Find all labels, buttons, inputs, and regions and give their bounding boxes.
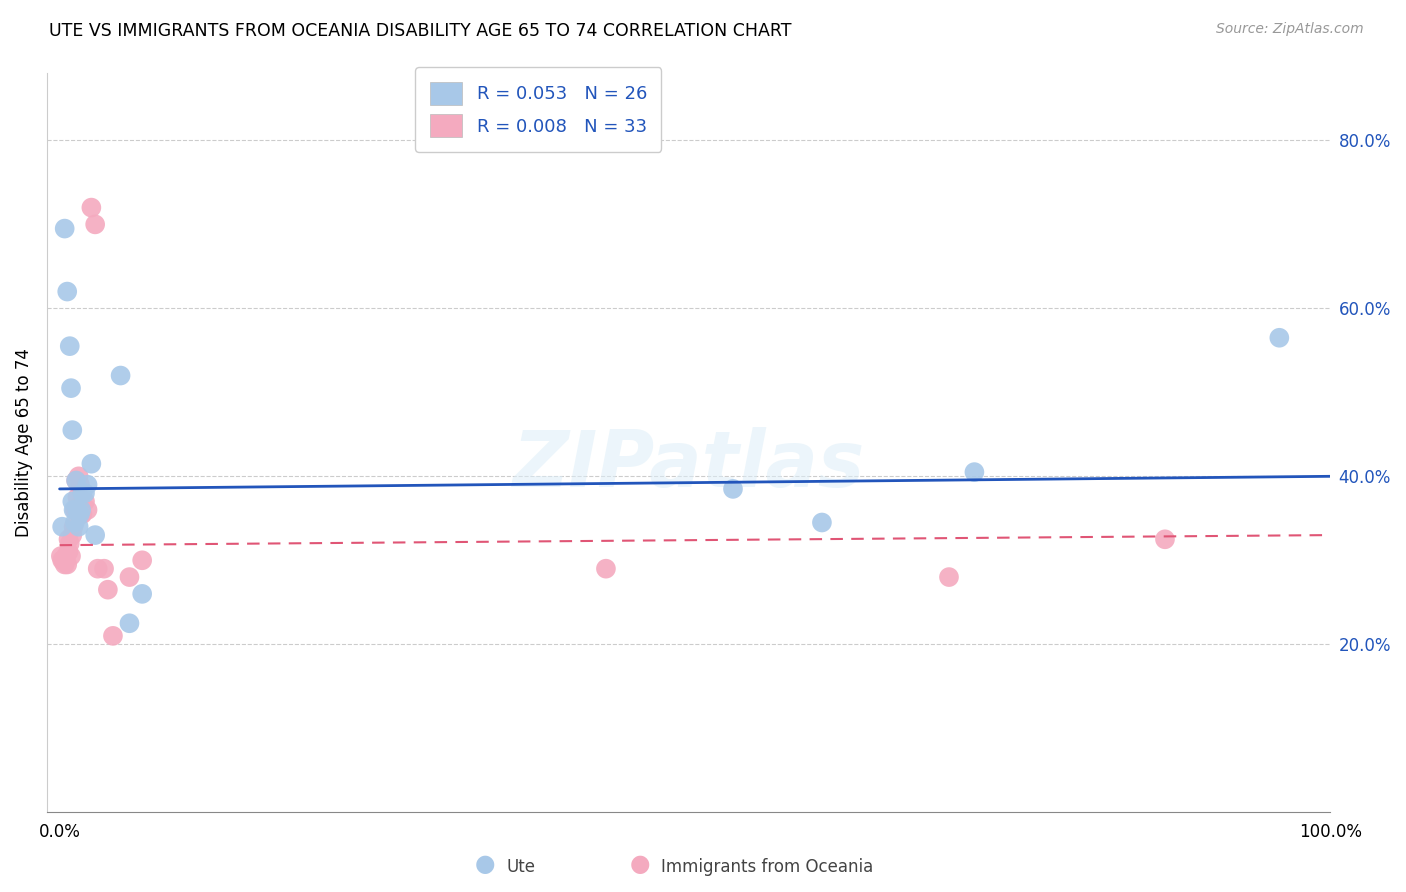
Point <box>59 536 82 550</box>
Point <box>595 562 617 576</box>
Text: ●: ● <box>475 852 495 876</box>
Point <box>66 491 89 505</box>
Point <box>84 218 107 232</box>
Point <box>1268 331 1291 345</box>
Point <box>60 381 83 395</box>
Point <box>963 465 986 479</box>
Point <box>118 570 141 584</box>
Point <box>72 507 94 521</box>
Point <box>811 516 834 530</box>
Point <box>84 528 107 542</box>
Point <box>66 503 89 517</box>
Point <box>1154 533 1177 547</box>
Point <box>49 549 72 563</box>
Point <box>53 558 76 572</box>
Point <box>63 516 86 530</box>
Point <box>101 629 124 643</box>
Point <box>73 494 96 508</box>
Point <box>59 339 82 353</box>
Point <box>65 474 87 488</box>
Point <box>67 469 90 483</box>
Point <box>62 519 84 533</box>
Point <box>62 503 84 517</box>
Point <box>52 553 75 567</box>
Point <box>938 570 960 584</box>
Point <box>69 477 91 491</box>
Point <box>86 562 108 576</box>
Point <box>60 528 83 542</box>
Point <box>51 553 73 567</box>
Point <box>65 474 87 488</box>
Y-axis label: Disability Age 65 to 74: Disability Age 65 to 74 <box>15 348 32 537</box>
Point <box>56 285 79 299</box>
Point <box>67 519 90 533</box>
Point <box>60 549 83 563</box>
Text: Ute: Ute <box>506 858 536 876</box>
Point <box>58 533 80 547</box>
Point <box>67 499 90 513</box>
Point <box>80 457 103 471</box>
Point <box>118 616 141 631</box>
Text: Source: ZipAtlas.com: Source: ZipAtlas.com <box>1216 22 1364 37</box>
Text: Immigrants from Oceania: Immigrants from Oceania <box>661 858 873 876</box>
Point <box>53 221 76 235</box>
Point <box>110 368 132 383</box>
Point <box>72 486 94 500</box>
Point <box>55 549 77 563</box>
Point <box>76 477 98 491</box>
Text: UTE VS IMMIGRANTS FROM OCEANIA DISABILITY AGE 65 TO 74 CORRELATION CHART: UTE VS IMMIGRANTS FROM OCEANIA DISABILIT… <box>49 22 792 40</box>
Point <box>97 582 120 597</box>
Point <box>60 423 83 437</box>
Point <box>73 486 96 500</box>
Point <box>70 503 93 517</box>
Point <box>76 503 98 517</box>
Legend: R = 0.053   N = 26, R = 0.008   N = 33: R = 0.053 N = 26, R = 0.008 N = 33 <box>415 68 661 152</box>
Point <box>93 562 115 576</box>
Text: ZIPatlas: ZIPatlas <box>512 427 865 503</box>
Point <box>721 482 744 496</box>
Point <box>51 519 73 533</box>
Point <box>80 201 103 215</box>
Point <box>60 494 83 508</box>
Point <box>58 545 80 559</box>
Point <box>56 558 79 572</box>
Point <box>131 587 153 601</box>
Point <box>131 553 153 567</box>
Text: ●: ● <box>630 852 650 876</box>
Point <box>70 507 93 521</box>
Point <box>69 507 91 521</box>
Point <box>63 503 86 517</box>
